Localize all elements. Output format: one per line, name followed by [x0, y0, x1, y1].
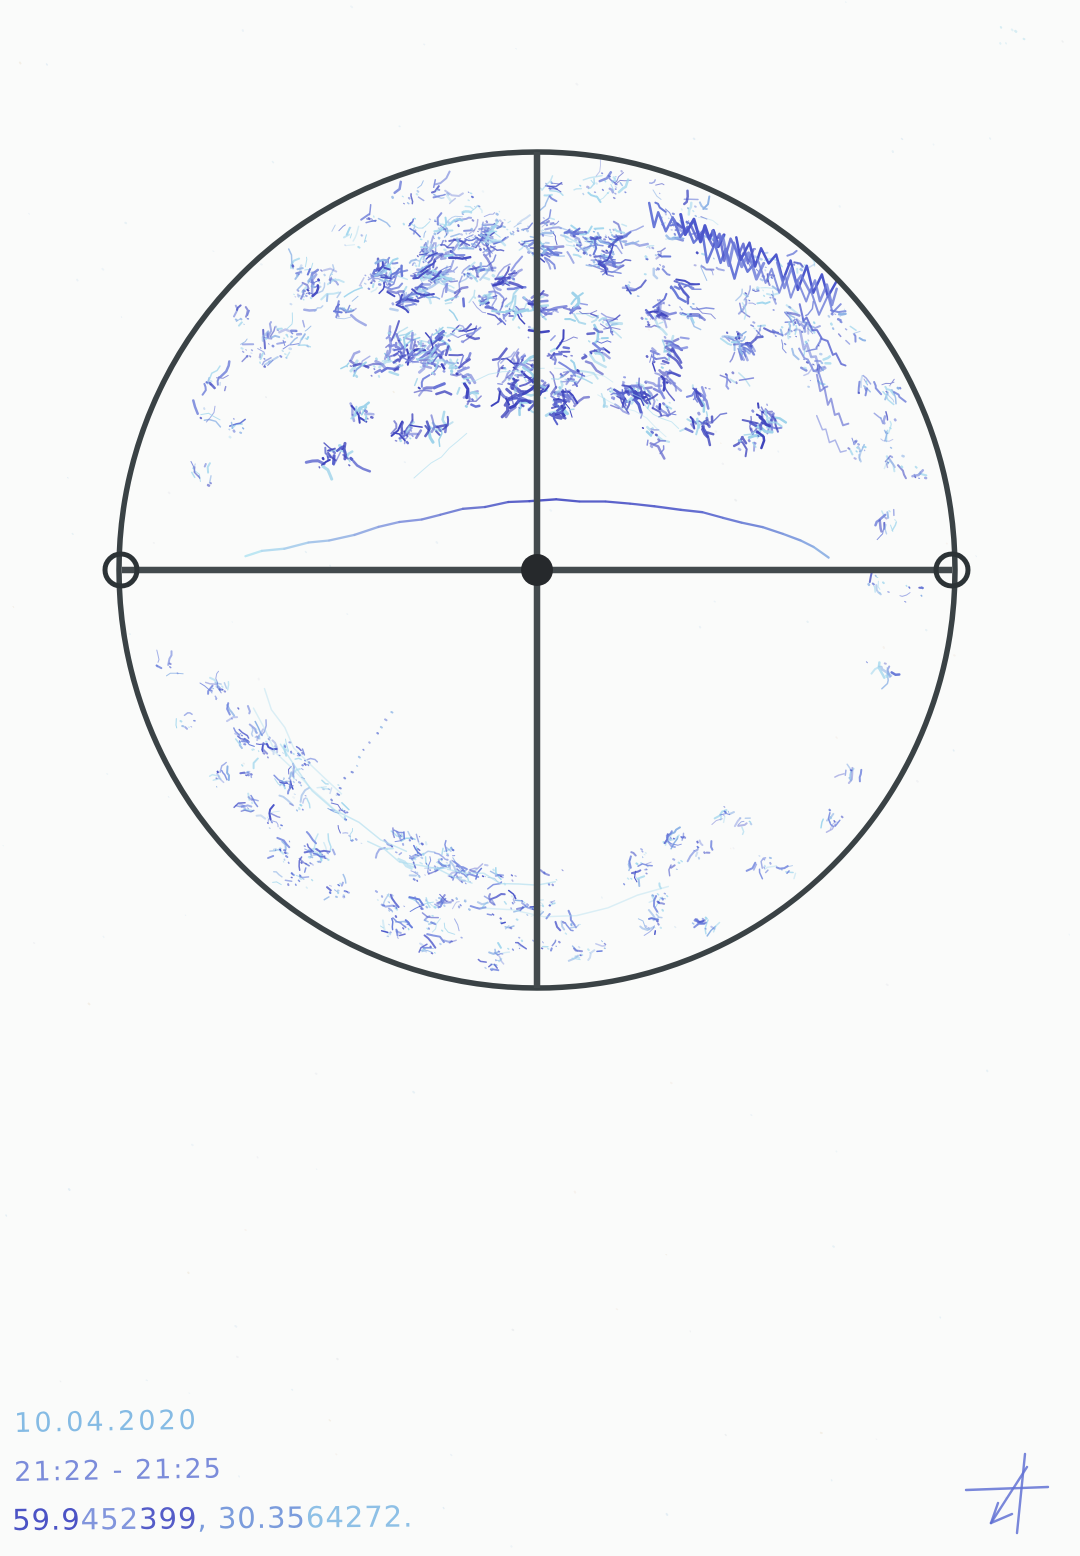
coordinate-segment: 64272. [305, 1499, 414, 1535]
ink-scribbles [155, 157, 928, 972]
coordinate-segment: 59.9 [12, 1502, 81, 1537]
annotation-coordinates: 59.9452399, 30.3564272. [12, 1499, 414, 1537]
coordinate-segment: 399 [138, 1501, 198, 1536]
center-dot [521, 554, 553, 586]
compass-structure [102, 149, 971, 991]
coordinate-segment: 452 [80, 1501, 140, 1537]
left-end-marker [102, 551, 140, 589]
right-end-marker [933, 551, 971, 589]
signature-mark [964, 1452, 1050, 1535]
annotation-date: 10.04.2020 [14, 1404, 200, 1439]
annotation-time: 21:22 - 21:25 [14, 1453, 224, 1488]
coordinate-segment: , 30.35 [197, 1500, 307, 1536]
